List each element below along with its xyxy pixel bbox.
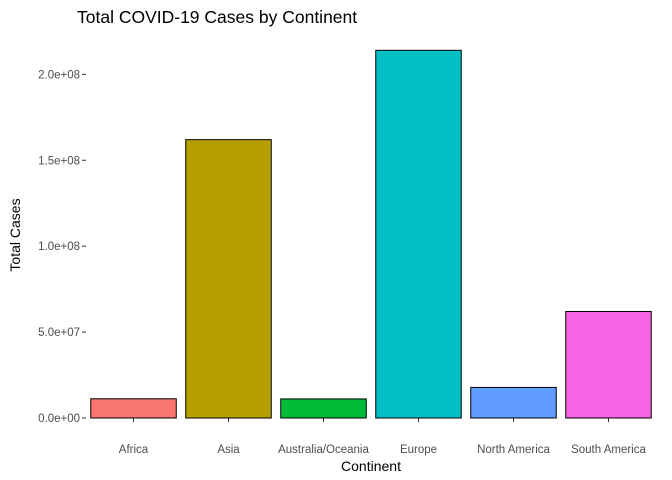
x-tick-label: Europe xyxy=(400,444,437,456)
bar-asia xyxy=(185,139,272,419)
y-axis: 0.0e+00 5.0e+07 1.0e+08 1.5e+08 2.0e+08 xyxy=(38,69,86,425)
y-tick-label: 0.0e+00 xyxy=(38,413,80,425)
x-tick-label: Asia xyxy=(217,444,240,456)
bar-north-america xyxy=(470,386,557,419)
y-axis-title: Total Cases xyxy=(7,198,23,271)
y-tick-label: 2.0e+08 xyxy=(38,69,80,81)
x-tick-label: Africa xyxy=(119,444,149,456)
y-tick-label: 5.0e+07 xyxy=(38,327,80,339)
bars-group xyxy=(90,49,652,419)
chart-title: Total COVID-19 Cases by Continent xyxy=(77,7,357,27)
y-tick-label: 1.0e+08 xyxy=(38,241,80,253)
y-tick-label: 1.5e+08 xyxy=(38,155,80,167)
x-axis: Africa Asia Australia/Oceania Europe North A… xyxy=(119,418,646,456)
x-tick-label: North America xyxy=(477,444,550,456)
bar-south-america xyxy=(565,310,652,419)
bar-africa xyxy=(90,398,177,419)
x-axis-title: Continent xyxy=(341,458,401,474)
x-tick-label: Australia/Oceania xyxy=(278,444,369,456)
x-tick-label: South America xyxy=(571,444,646,456)
bar-europe xyxy=(375,49,462,419)
bar-australia-oceania xyxy=(280,398,367,419)
